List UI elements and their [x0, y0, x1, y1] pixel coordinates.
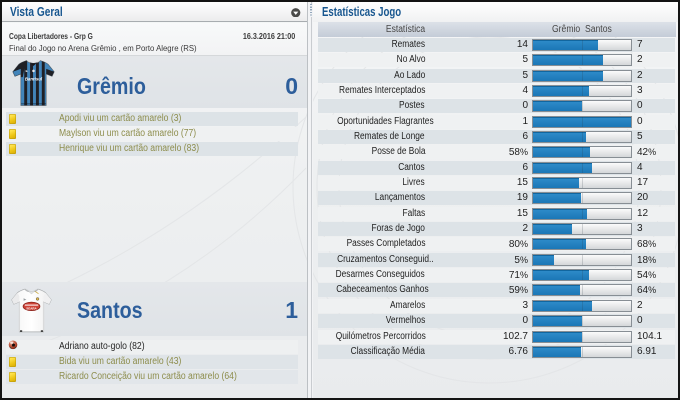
svg-text:SEARA: SEARA	[26, 306, 37, 310]
svg-text:Banrisul: Banrisul	[25, 77, 43, 82]
